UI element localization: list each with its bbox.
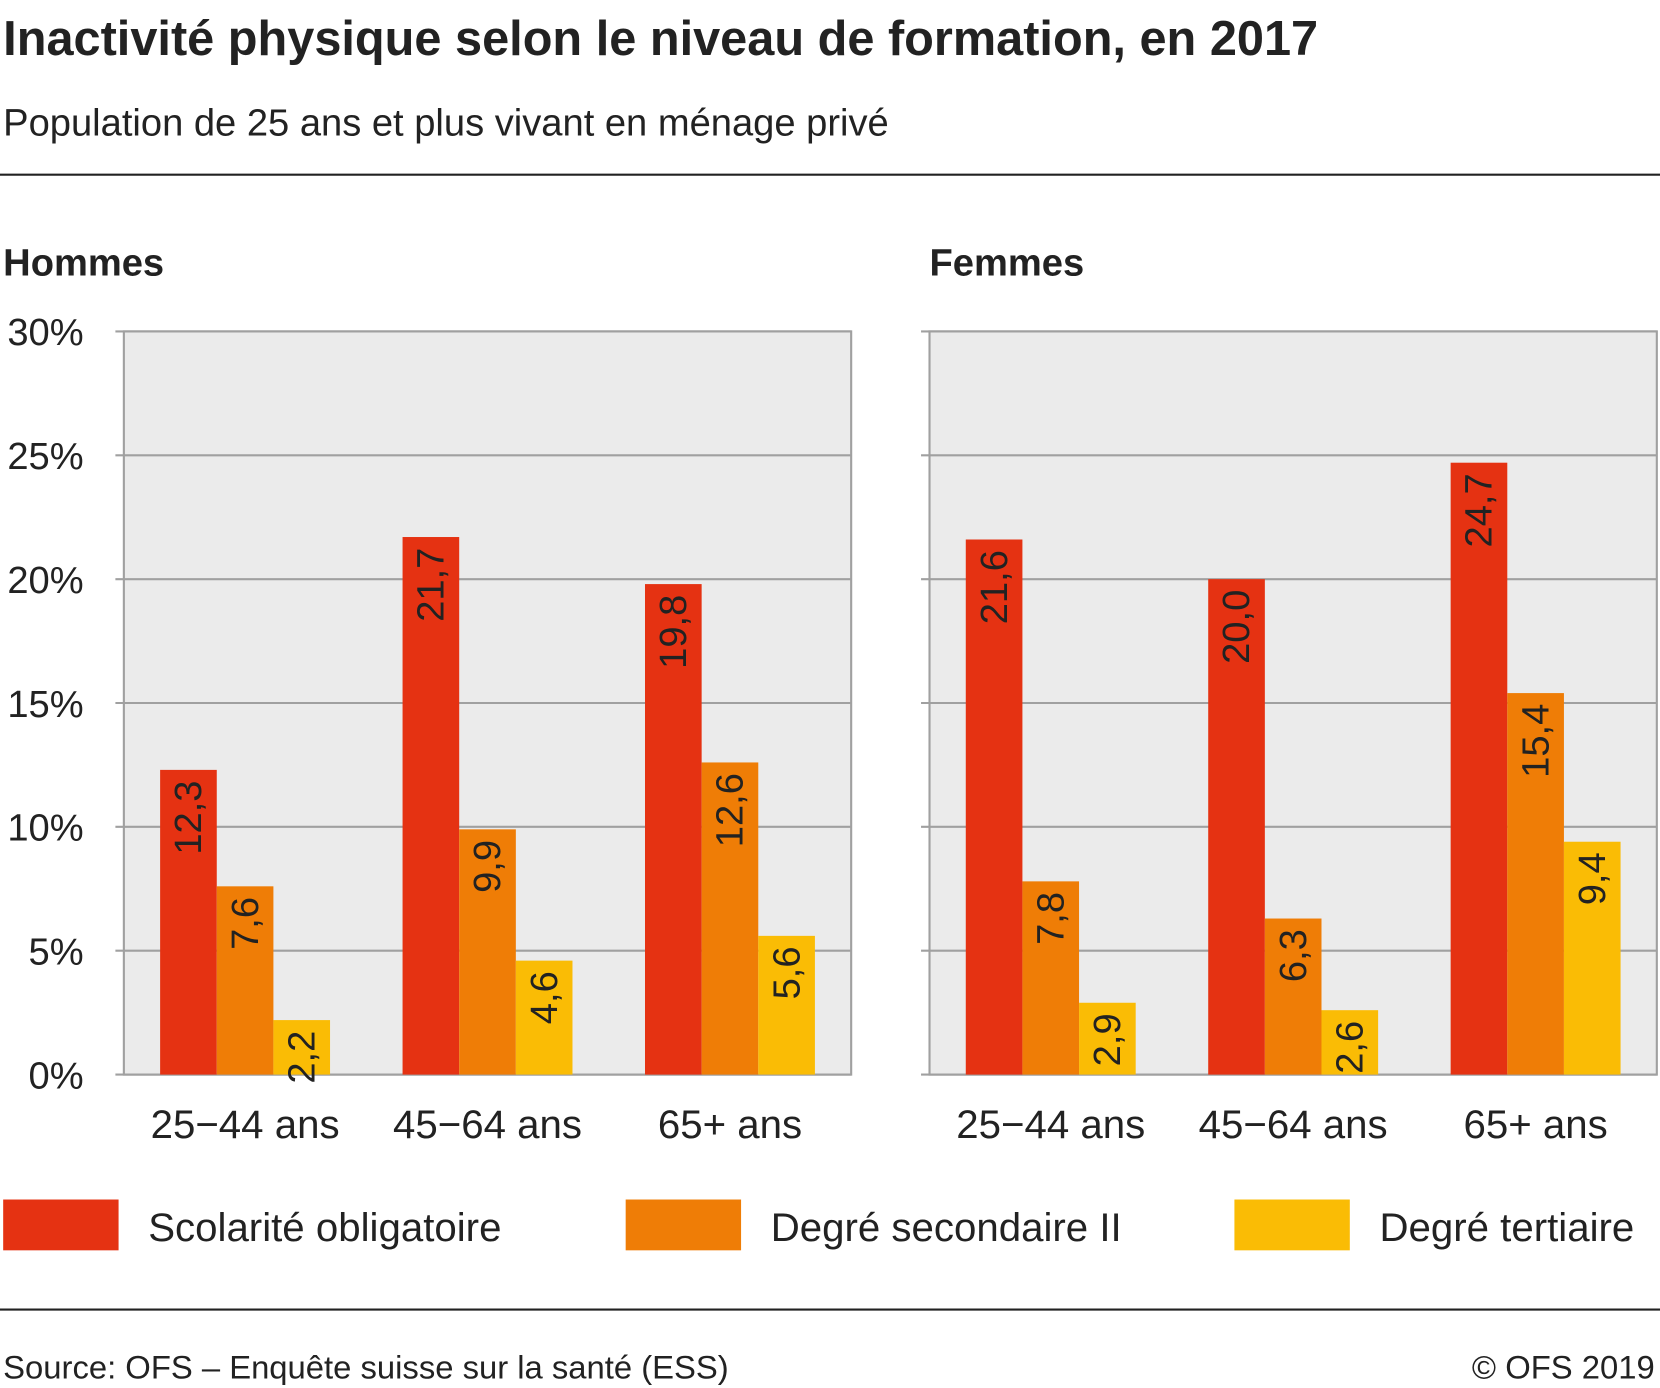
value-label: 7,6 <box>225 897 267 950</box>
chart-title: Inactivité physique selon le niveau de f… <box>3 12 1318 66</box>
value-label: 4,6 <box>524 971 566 1024</box>
bar <box>758 935 815 1075</box>
bar <box>1208 579 1265 1075</box>
y-tick-label: 5% <box>29 931 84 973</box>
value-label: 9,4 <box>1572 852 1614 905</box>
bar <box>965 539 1023 1075</box>
value-label: 9,9 <box>467 840 509 893</box>
x-tick-label: 65+ ans <box>1463 1102 1607 1147</box>
bar <box>459 829 516 1075</box>
value-label: 20,0 <box>1216 590 1258 664</box>
x-tick-label: 25−44 ans <box>956 1102 1145 1147</box>
x-tick-label: 25−44 ans <box>151 1102 340 1147</box>
value-label: 6,3 <box>1273 929 1315 982</box>
value-label: 24,7 <box>1459 473 1501 547</box>
copyright: © OFS 2019 <box>1472 1348 1655 1385</box>
x-tick-label: 45−64 ans <box>1199 1102 1388 1147</box>
bar <box>1450 462 1508 1075</box>
value-label: 19,8 <box>653 595 695 669</box>
bar <box>1321 1010 1379 1075</box>
legend-swatch <box>1234 1199 1350 1251</box>
bar <box>1079 1002 1136 1075</box>
value-label: 21,6 <box>974 550 1016 624</box>
bar <box>402 537 460 1075</box>
bar <box>1264 918 1322 1075</box>
bar <box>160 769 217 1075</box>
value-label: 12,6 <box>710 773 752 847</box>
value-label: 2,2 <box>281 1031 323 1084</box>
bar <box>216 886 274 1075</box>
value-label: 21,7 <box>411 548 453 622</box>
bar <box>701 762 759 1075</box>
chart-subtitle: Population de 25 ans et plus vivant en m… <box>3 103 889 145</box>
legend-swatch <box>3 1199 119 1251</box>
y-tick-label: 10% <box>7 808 83 850</box>
legend-swatch <box>625 1199 742 1251</box>
bar <box>1563 841 1621 1075</box>
legend-label: Scolarité obligatoire <box>148 1205 501 1250</box>
bar <box>1507 693 1564 1075</box>
y-tick-label: 0% <box>29 1055 84 1097</box>
y-tick-label: 20% <box>7 560 83 602</box>
y-tick-label: 25% <box>7 436 83 478</box>
y-tick-label: 30% <box>7 312 83 354</box>
panel-title: Femmes <box>930 242 1085 284</box>
value-label: 15,4 <box>1515 704 1557 778</box>
value-label: 2,6 <box>1330 1021 1372 1074</box>
x-tick-label: 65+ ans <box>658 1102 802 1147</box>
bar <box>515 960 573 1075</box>
legend-label: Degré secondaire II <box>771 1205 1122 1250</box>
legend-label: Degré tertiaire <box>1379 1205 1634 1250</box>
value-label: 5,6 <box>766 946 808 999</box>
x-tick-label: 45−64 ans <box>393 1102 582 1147</box>
panel-title: Hommes <box>3 242 164 284</box>
bar <box>1022 881 1080 1075</box>
value-label: 7,8 <box>1030 892 1072 945</box>
value-label: 2,9 <box>1087 1013 1129 1066</box>
bar <box>273 1020 331 1075</box>
source: Source: OFS – Enquête suisse sur la sant… <box>3 1348 729 1385</box>
y-tick-label: 15% <box>7 684 83 726</box>
value-label: 12,3 <box>168 780 210 854</box>
bar <box>644 584 702 1075</box>
